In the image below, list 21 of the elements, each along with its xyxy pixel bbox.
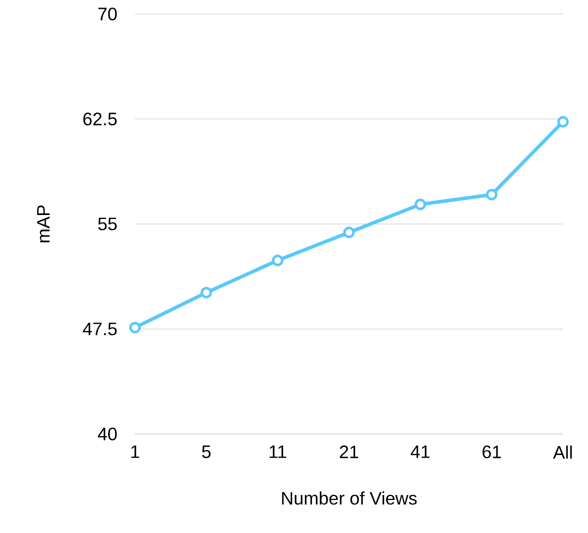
x-axis-title: Number of Views — [282, 491, 417, 505]
point — [200, 286, 212, 298]
y-tick-label: 40 — [98, 428, 117, 440]
x-tick-label: 61 — [482, 446, 501, 458]
x-tick-label: 21 — [340, 446, 358, 458]
point — [129, 322, 141, 334]
x-tick-label: 5 — [202, 446, 211, 458]
y-tick-label: 47.5 — [82, 322, 117, 336]
y-tick-label: 70 — [98, 8, 117, 20]
x-tick-label: All — [553, 446, 572, 459]
x-tick-label: 41 — [410, 446, 430, 458]
y-axis-title: mAP — [37, 205, 50, 242]
point — [272, 254, 284, 266]
y-tick-label: 62.5 — [83, 112, 117, 126]
x-tick-label: 1 — [131, 446, 140, 458]
x-tick-label: 11 — [270, 446, 286, 458]
point — [557, 116, 569, 128]
point — [343, 226, 355, 238]
point — [414, 198, 426, 210]
point — [486, 188, 498, 200]
y-tick-label: 55 — [98, 218, 117, 230]
